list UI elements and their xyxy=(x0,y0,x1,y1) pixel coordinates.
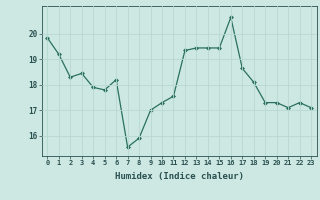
X-axis label: Humidex (Indice chaleur): Humidex (Indice chaleur) xyxy=(115,172,244,181)
